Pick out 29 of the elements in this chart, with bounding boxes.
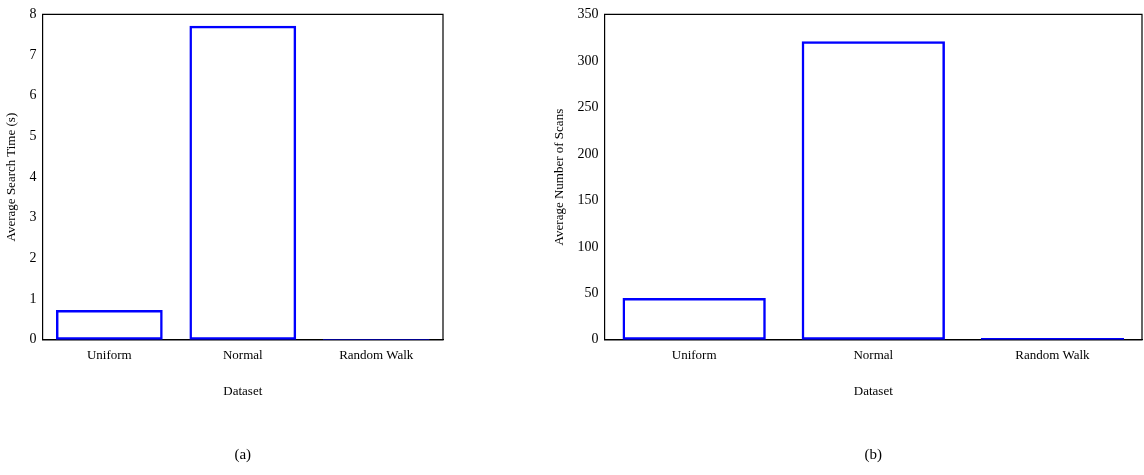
x-axis-title: Dataset <box>853 382 894 398</box>
text: (b) <box>864 445 883 463</box>
text: (a) <box>234 445 252 463</box>
y-tick-label: 4 <box>29 168 37 184</box>
y-tick-label: 8 <box>29 6 37 22</box>
y-axis-title: Average Search Time (s) <box>3 112 19 242</box>
y-tick-label: 150 <box>577 192 599 208</box>
y-tick-label: 1 <box>29 290 37 306</box>
x-axis-title: Dataset <box>223 382 263 398</box>
y-tick-label: 100 <box>577 238 599 254</box>
y-axis-title: Average Number of Scans <box>551 108 567 246</box>
y-tick-label: 0 <box>29 331 37 347</box>
x-tick-label: Random Walk <box>339 347 414 363</box>
x-tick-label: Uniform <box>671 347 717 363</box>
y-tick-label: 7 <box>29 46 37 62</box>
y-tick-label: 3 <box>29 209 37 225</box>
y-tick-label: 6 <box>29 87 37 103</box>
y-tick-label: 0 <box>591 331 599 347</box>
x-tick-label: Normal <box>222 347 264 363</box>
y-tick-label: 5 <box>29 128 37 144</box>
y-tick-label: 300 <box>577 52 599 68</box>
x-tick-label: Random Walk <box>1015 347 1091 363</box>
y-tick-label: 50 <box>584 284 599 300</box>
y-tick-label: 2 <box>29 250 37 266</box>
x-tick-label: Normal <box>853 347 894 363</box>
y-tick-label: 200 <box>577 145 599 161</box>
y-tick-label: 250 <box>577 99 599 115</box>
x-tick-label: Uniform <box>86 347 132 363</box>
y-tick-label: 350 <box>577 6 599 22</box>
